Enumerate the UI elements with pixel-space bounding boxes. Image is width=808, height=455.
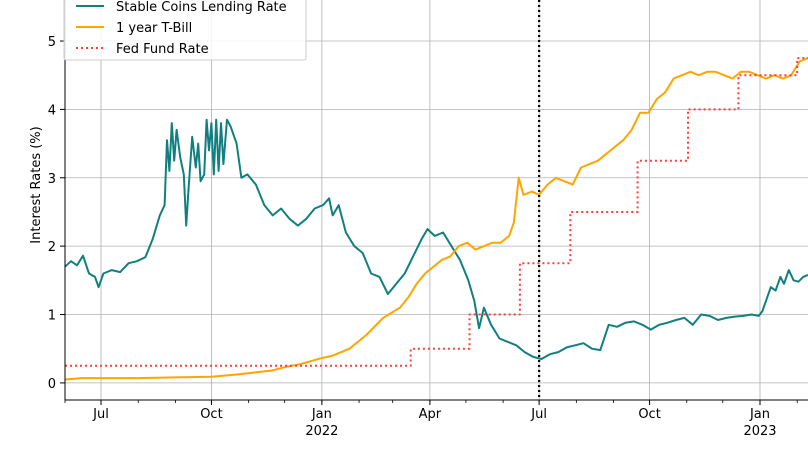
x-tick-label: Oct — [200, 407, 222, 422]
series-line — [64, 57, 808, 381]
x-tick-year-label: 2023 — [743, 424, 776, 439]
y-axis-label: Interest Rates (%) — [29, 126, 44, 243]
x-tick-label: Apr — [419, 407, 442, 422]
series-line — [64, 118, 808, 360]
x-tick-label: Jan — [311, 407, 332, 422]
y-tick-label: 2 — [48, 240, 56, 255]
x-tick-label: Jan — [749, 407, 770, 422]
x-tick-label: Jul — [92, 407, 109, 422]
y-tick-label: 0 — [48, 377, 56, 392]
legend-box — [63, 0, 307, 61]
y-tick-label: 5 — [48, 35, 56, 50]
legend-label: 1 year T-Bill — [116, 21, 192, 36]
legend-label: Stable Coins Lending Rate — [116, 0, 287, 15]
series-lines — [64, 57, 808, 381]
x-tick-label: Oct — [638, 407, 660, 422]
x-tick-label: Jul — [530, 407, 547, 422]
y-tick-label: 3 — [48, 172, 56, 187]
axes: 0 1 2 3 4 5 Jul Oct Jan 2022 Apr Jul Oct Jan 2023 — [48, 0, 808, 439]
y-tick-label: 1 — [48, 309, 56, 324]
legend-label: Fed Fund Rate — [116, 42, 209, 57]
legend: Stable Coins Lending Rate 1 year T-Bill Fe… — [63, 0, 307, 61]
y-tick-label: 4 — [48, 103, 56, 118]
x-tick-year-label: 2022 — [305, 424, 338, 439]
series-line — [65, 57, 808, 367]
